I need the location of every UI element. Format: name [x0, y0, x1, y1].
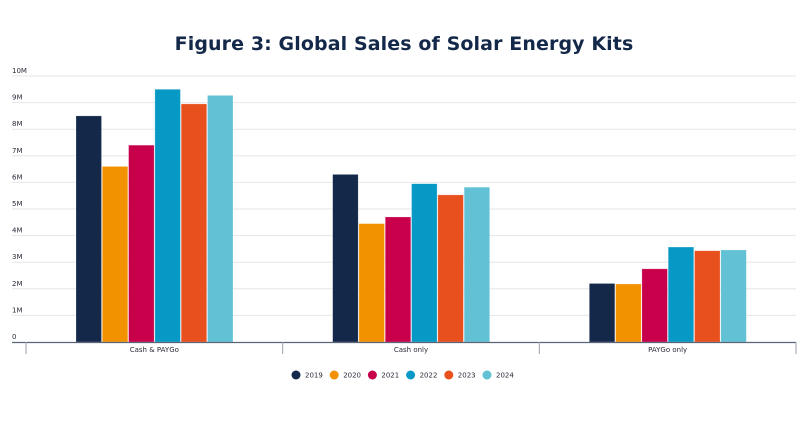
legend: 2019 2020 2021 2022 2023 2024 — [291, 370, 514, 380]
bar-2022-cash-only — [411, 183, 438, 343]
y-tick-label: 4M — [12, 227, 23, 235]
legend-swatch-2020 — [329, 370, 339, 380]
y-axis-tick-labels: 0 1M 2M 3M 4M 5M 6M 7M 8M 9M 10M — [12, 67, 27, 341]
bar-2020-cash-paygo — [102, 166, 129, 343]
y-tick-label: 2M — [12, 280, 23, 288]
bars — [75, 89, 747, 343]
y-tick-label: 6M — [12, 173, 23, 181]
bar-2023-paygo-only — [694, 250, 721, 343]
legend-label-2023: 2023 — [458, 372, 476, 380]
bar-2022-cash-paygo — [154, 89, 181, 343]
bar-2022-paygo-only — [667, 246, 695, 343]
y-tick-label: 3M — [12, 253, 23, 261]
legend-swatch-2023 — [444, 370, 454, 380]
x-axis-category-labels: Cash & PAYGo Cash only PAYGo only — [130, 346, 687, 354]
y-tick-label: 1M — [12, 306, 23, 314]
bar-2019-paygo-only — [589, 283, 616, 343]
y-tick-label: 5M — [12, 200, 23, 208]
bar-2020-cash-only — [358, 223, 385, 343]
bar-2021-cash-only — [384, 216, 412, 343]
legend-swatch-2022 — [406, 370, 416, 380]
legend-swatch-2021 — [367, 370, 377, 380]
legend-swatch-2019 — [291, 370, 301, 380]
bar-2024-paygo-only — [720, 249, 747, 343]
legend-label-2020: 2020 — [343, 372, 361, 380]
y-tick-label: 10M — [12, 67, 27, 75]
y-tick-label: 7M — [12, 147, 23, 155]
legend-swatch-2024 — [482, 370, 492, 380]
bar-2020-paygo-only — [615, 283, 642, 343]
bar-2024-cash-paygo — [207, 95, 234, 343]
x-category-label: PAYGo only — [648, 346, 687, 354]
x-axis — [12, 341, 797, 354]
bar-2024-cash-only — [463, 186, 490, 343]
bar-2021-cash-paygo — [128, 144, 155, 343]
bar-2019-cash-paygo — [75, 115, 102, 343]
bar-2019-cash-only — [332, 174, 359, 343]
bar-2023-cash-paygo — [180, 103, 207, 343]
chart-title: Figure 3: Global Sales of Solar Energy K… — [174, 33, 634, 55]
y-tick-label: 0 — [12, 333, 16, 341]
x-category-label: Cash only — [394, 346, 428, 354]
legend-label-2022: 2022 — [420, 372, 438, 380]
bar-2021-paygo-only — [641, 268, 668, 343]
bar-2023-cash-only — [437, 194, 464, 343]
y-tick-label: 8M — [12, 120, 23, 128]
legend-label-2024: 2024 — [496, 372, 514, 380]
x-category-label: Cash & PAYGo — [130, 346, 179, 354]
legend-label-2021: 2021 — [381, 372, 399, 380]
y-tick-label: 9M — [12, 94, 23, 102]
legend-label-2019: 2019 — [305, 372, 323, 380]
